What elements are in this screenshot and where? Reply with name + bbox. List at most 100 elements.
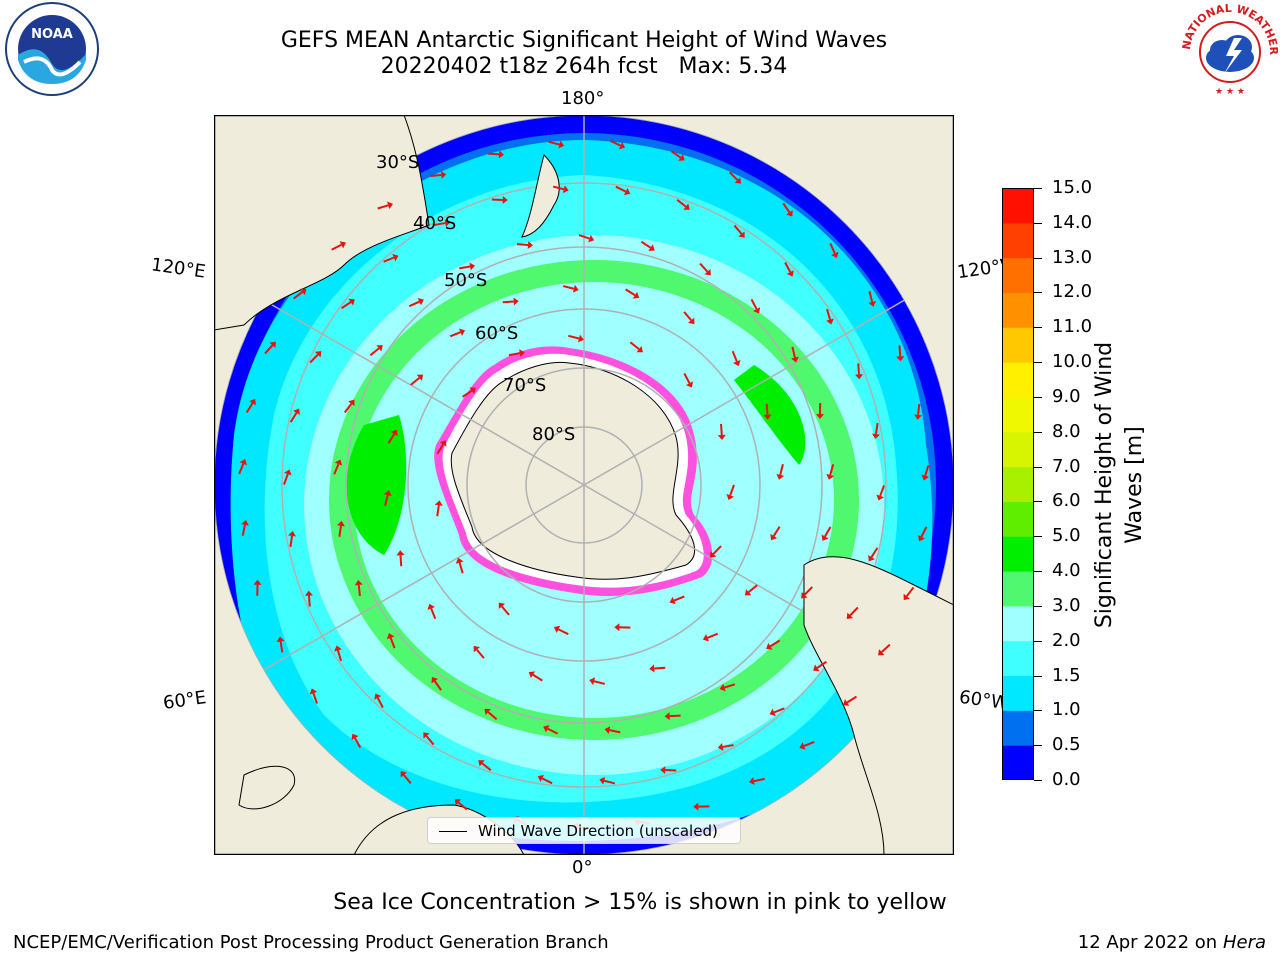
colorbar-segment: [1002, 327, 1034, 363]
wave-direction-arrowhead: [417, 298, 424, 306]
wave-direction-arrow: [245, 402, 254, 414]
wave-direction-arrow: [309, 353, 319, 364]
wave-direction-arrow: [673, 595, 685, 602]
colorbar-tick-label: 12.0: [1052, 281, 1093, 303]
wave-direction-arrow: [343, 403, 353, 414]
wave-direction-arrowhead: [769, 708, 776, 717]
lon-label-120e: 120°E: [149, 254, 207, 283]
wave-direction-arrowhead: [683, 203, 690, 210]
colorbar-tick-label: 6.0: [1052, 490, 1081, 512]
wave-direction-arrowhead: [766, 642, 773, 650]
wave-direction-arrowhead: [284, 469, 292, 476]
wave-direction-arrowhead: [831, 251, 839, 259]
wave-direction-arrow: [384, 494, 389, 507]
wave-direction-arrow: [603, 779, 616, 785]
wave-direction-arrowhead: [717, 434, 726, 440]
wave-direction-arrow: [481, 762, 492, 771]
wave-direction-arrow: [748, 584, 758, 593]
wave-direction-arrowhead: [376, 345, 383, 352]
wave-direction-arrow: [629, 341, 640, 350]
wave-direction-arrowhead: [558, 140, 565, 149]
lat-label-40s: 40°S: [413, 213, 457, 234]
colorbar-segment: [1002, 466, 1034, 502]
wave-direction-arrowhead: [454, 799, 462, 806]
wave-direction-arrow: [924, 464, 930, 476]
wave-direction-arrow: [408, 300, 420, 308]
wave-direction-arrow: [640, 240, 652, 249]
colorbar-segment: [1002, 675, 1034, 711]
wave-direction-arrow: [387, 433, 396, 444]
wave-direction-arrowhead: [917, 534, 926, 542]
wave-direction-arrow: [457, 801, 468, 811]
wave-direction-arrowhead: [664, 712, 670, 721]
colorbar-segment: [1002, 396, 1034, 433]
wave-direction-arrow: [870, 547, 879, 558]
wave-direction-arrow: [720, 423, 723, 436]
wave-direction-arrow: [593, 680, 606, 685]
wave-direction-arrow: [459, 265, 471, 270]
wave-direction-arrow: [683, 311, 692, 321]
wave-direction-arrow: [905, 586, 915, 597]
wave-direction-arrowhead: [753, 307, 761, 314]
colorbar-tick-label: 7.0: [1052, 455, 1081, 477]
wave-direction-arrow: [610, 140, 621, 147]
wave-direction-arrow: [699, 262, 709, 273]
wave-direction-arrowhead: [669, 596, 676, 605]
wave-direction-arrow: [765, 403, 769, 415]
wave-direction-arrow: [552, 185, 565, 191]
wave-direction-arrow: [722, 744, 734, 748]
wave-direction-arrowhead: [685, 381, 694, 388]
wave-direction-arrowhead: [876, 494, 884, 501]
wave-direction-arrowhead: [502, 195, 508, 204]
colorbar-segment: [1002, 431, 1034, 468]
wave-direction-arrowhead: [390, 429, 398, 437]
colorbar-tick-label: 9.0: [1052, 385, 1081, 407]
chart-subtitle: 20220402 t18z 264h fcst Max: 5.34: [380, 54, 788, 79]
colorbar-segment: [1002, 571, 1034, 607]
wave-direction-arrowhead: [392, 253, 399, 262]
wave-direction-arrow: [784, 261, 792, 273]
wave-direction-arrow: [425, 735, 435, 746]
colorbar-tick-label: 4.0: [1052, 560, 1081, 582]
wave-direction-arrowhead: [855, 374, 863, 380]
peak-wave-area-west: [346, 415, 407, 555]
wave-direction-arrowhead: [334, 459, 343, 466]
wave-direction-arrowhead: [704, 269, 711, 276]
wave-direction-arrow: [458, 562, 464, 574]
wave-direction-arrow: [430, 173, 442, 178]
nws-logo: NATIONAL WEATHER SERVICE ★ ★ ★: [1178, 0, 1280, 98]
wave-direction-arrowhead: [868, 555, 875, 562]
wave-direction-arrowhead: [473, 645, 480, 653]
wave-direction-arrow: [779, 463, 784, 476]
wave-direction-arrowhead: [801, 592, 808, 599]
wave-direction-arrowhead: [816, 413, 825, 420]
colorbar-tick-mark: [1034, 501, 1042, 503]
wave-direction-arrow: [436, 443, 444, 455]
wave-direction-arrowhead: [348, 298, 355, 306]
wave-direction-arrowhead: [484, 708, 491, 716]
wave-direction-arrowhead: [553, 625, 561, 633]
lat-label-70s: 70°S: [503, 375, 547, 396]
lat-label-80s: 80°S: [532, 424, 576, 445]
colorbar-tick-label: 5.0: [1052, 525, 1081, 547]
wave-direction-arrowhead: [693, 802, 699, 811]
wave-direction-arrow: [874, 422, 879, 435]
colorbar-tick-mark: [1034, 362, 1042, 364]
madagascar: [238, 765, 296, 810]
wave-direction-arrowhead: [416, 374, 424, 381]
wave-direction-arrowhead: [799, 742, 806, 750]
wave-direction-arrowhead: [269, 341, 276, 349]
colorbar-tick-label: 1.5: [1052, 664, 1081, 686]
colorbar-tick-label: 10.0: [1052, 351, 1093, 373]
wave-direction-arrowhead: [618, 141, 626, 150]
svg-text:★ ★ ★: ★ ★ ★: [1215, 87, 1245, 97]
colorbar-segment: [1002, 292, 1034, 328]
wave-direction-arrowhead: [868, 300, 877, 307]
colorbar-tick-mark: [1034, 396, 1042, 398]
colorbar-tick-mark: [1034, 222, 1042, 224]
wave-direction-arrowhead: [434, 500, 443, 506]
wave-direction-arrow: [676, 199, 687, 208]
wind-wave-direction-arrows: [238, 140, 930, 831]
colorbar-border: [1002, 188, 1034, 780]
wave-direction-arrowhead: [239, 459, 247, 466]
